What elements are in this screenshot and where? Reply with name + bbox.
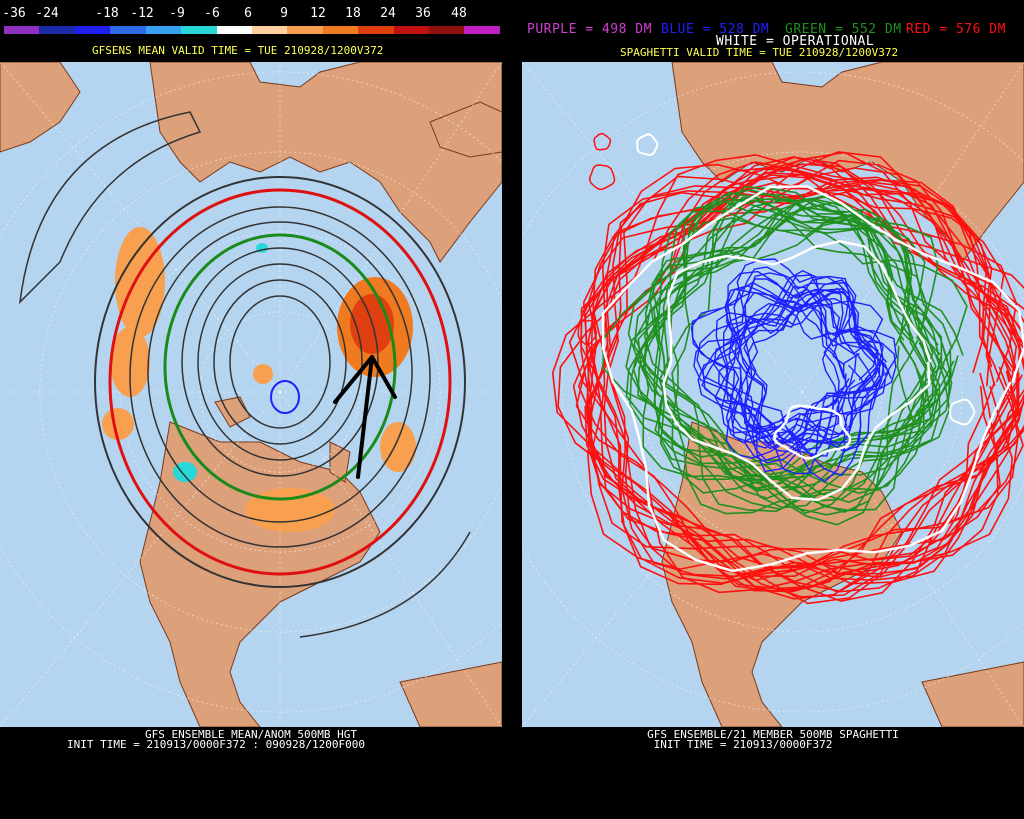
scale-label: 18 (345, 6, 361, 21)
spaghetti-contour (772, 404, 852, 460)
spaghetti-panel: PURPLE = 498 DM BLUE = 528 DM GREEN = 55… (522, 0, 1024, 819)
anomaly-color-scale (4, 26, 500, 34)
positive-anomaly (115, 227, 165, 337)
spaghetti-contour (691, 272, 884, 444)
legend-green: GREEN = 552 DM (785, 22, 902, 37)
spaghetti-contour (633, 198, 926, 500)
spaghetti-contour (585, 175, 1020, 592)
spaghetti-contour (649, 198, 935, 502)
anomaly-scale-labels: -36 -24 -18 -12 -9 -6 6 9 12 18 24 36 48 (0, 6, 502, 22)
spaghetti-contour (690, 266, 857, 430)
scale-swatch (393, 26, 430, 34)
spaghetti-contours (551, 132, 1024, 605)
annotation-arrow (333, 355, 397, 479)
positive-anomaly (245, 488, 335, 532)
scale-label: 24 (380, 6, 396, 21)
legend-blue: BLUE = 528 DM (661, 22, 770, 37)
spaghetti-contour (580, 156, 1024, 582)
spaghetti-contour (725, 288, 888, 456)
scale-label: -9 (169, 6, 185, 21)
spaghetti-contour (671, 215, 953, 515)
right-map-svg (522, 62, 1024, 727)
positive-anomaly (380, 422, 416, 472)
right-footer-line1: GFS ENSEMBLE/21 MEMBER 500MB SPAGHETTI (647, 728, 899, 741)
spaghetti-contour (557, 154, 1024, 582)
left-footer-line2: INIT TIME = 210913/0000F372 : 090928/120… (66, 738, 365, 751)
right-map (522, 62, 1024, 727)
spaghetti-contour (601, 157, 1024, 578)
scale-label: -6 (204, 6, 220, 21)
spaghetti-contour (696, 278, 844, 449)
spaghetti-contour (718, 285, 885, 445)
contour-576 (108, 188, 452, 576)
left-footer-line1: GFS ENSEMBLE MEAN/ANOM 500MB HGT (145, 728, 357, 741)
left-valid-time-title: GFSENS MEAN VALID TIME = TUE 210928/1200… (92, 44, 384, 57)
right-valid-time-title: SPAGHETTI VALID TIME = TUE 210928/1200V3… (620, 46, 899, 59)
spaghetti-contour (551, 161, 1001, 578)
spaghetti-contour (697, 281, 870, 444)
scale-swatch (429, 26, 465, 34)
scale-label: 12 (310, 6, 326, 21)
spaghetti-contour (587, 176, 1024, 593)
scale-swatch (110, 26, 146, 34)
legend-white: WHITE = OPERATIONAL (716, 34, 875, 49)
spaghetti-contour (593, 167, 1024, 585)
scale-label: 9 (280, 6, 288, 21)
scale-swatch (251, 26, 288, 34)
spaghetti-contour (736, 274, 898, 473)
spaghetti-contour (577, 319, 598, 346)
spaghetti-contour (742, 287, 883, 483)
spaghetti-contour (584, 163, 1017, 593)
scale-swatch (358, 26, 394, 34)
spaghetti-contour (601, 185, 1024, 573)
scale-label: -24 (35, 6, 59, 21)
scale-swatch (145, 26, 182, 34)
scale-label: -36 (2, 6, 26, 21)
spaghetti-contour (659, 204, 937, 513)
positive-anomaly (253, 364, 273, 384)
left-map (0, 62, 502, 727)
right-footer-line2: INIT TIME = 210913/0000F372 (653, 738, 833, 751)
scale-swatch (464, 26, 500, 34)
scale-label: 48 (451, 6, 467, 21)
scale-swatch (39, 26, 75, 34)
contour-552 (163, 233, 397, 501)
panel-divider (502, 0, 522, 819)
spaghetti-contour (651, 217, 955, 516)
positive-anomaly (102, 408, 134, 440)
scale-swatch (287, 26, 323, 34)
scale-swatch (322, 26, 359, 34)
spaghetti-contour (662, 240, 932, 502)
spaghetti-contour (643, 212, 968, 513)
spaghetti-contour (634, 199, 941, 479)
scale-swatch (181, 26, 217, 34)
spaghetti-contour (949, 398, 976, 426)
negative-anomaly (173, 462, 197, 482)
legend-purple: PURPLE = 498 DM (527, 22, 652, 37)
spaghetti-contour (636, 133, 659, 157)
scale-label: 6 (244, 6, 252, 21)
scale-swatch (216, 26, 252, 34)
spaghetti-contour (593, 132, 612, 151)
scale-swatch (74, 26, 111, 34)
spaghetti-contour (693, 302, 878, 459)
spaghetti-contour (577, 181, 1005, 590)
spaghetti-contour (588, 164, 616, 191)
ensemble-mean-panel: -36 -24 -18 -12 -9 -6 6 9 12 18 24 36 48… (0, 0, 502, 819)
scale-label: -12 (130, 6, 154, 21)
scale-label: 36 (415, 6, 431, 21)
left-map-svg (0, 62, 502, 727)
height-contours (18, 111, 471, 638)
spaghetti-contour (743, 291, 878, 436)
scale-label: -18 (95, 6, 119, 21)
legend-red: RED = 576 DM (906, 22, 1006, 37)
scale-swatch (4, 26, 40, 34)
contour-528 (270, 380, 300, 414)
